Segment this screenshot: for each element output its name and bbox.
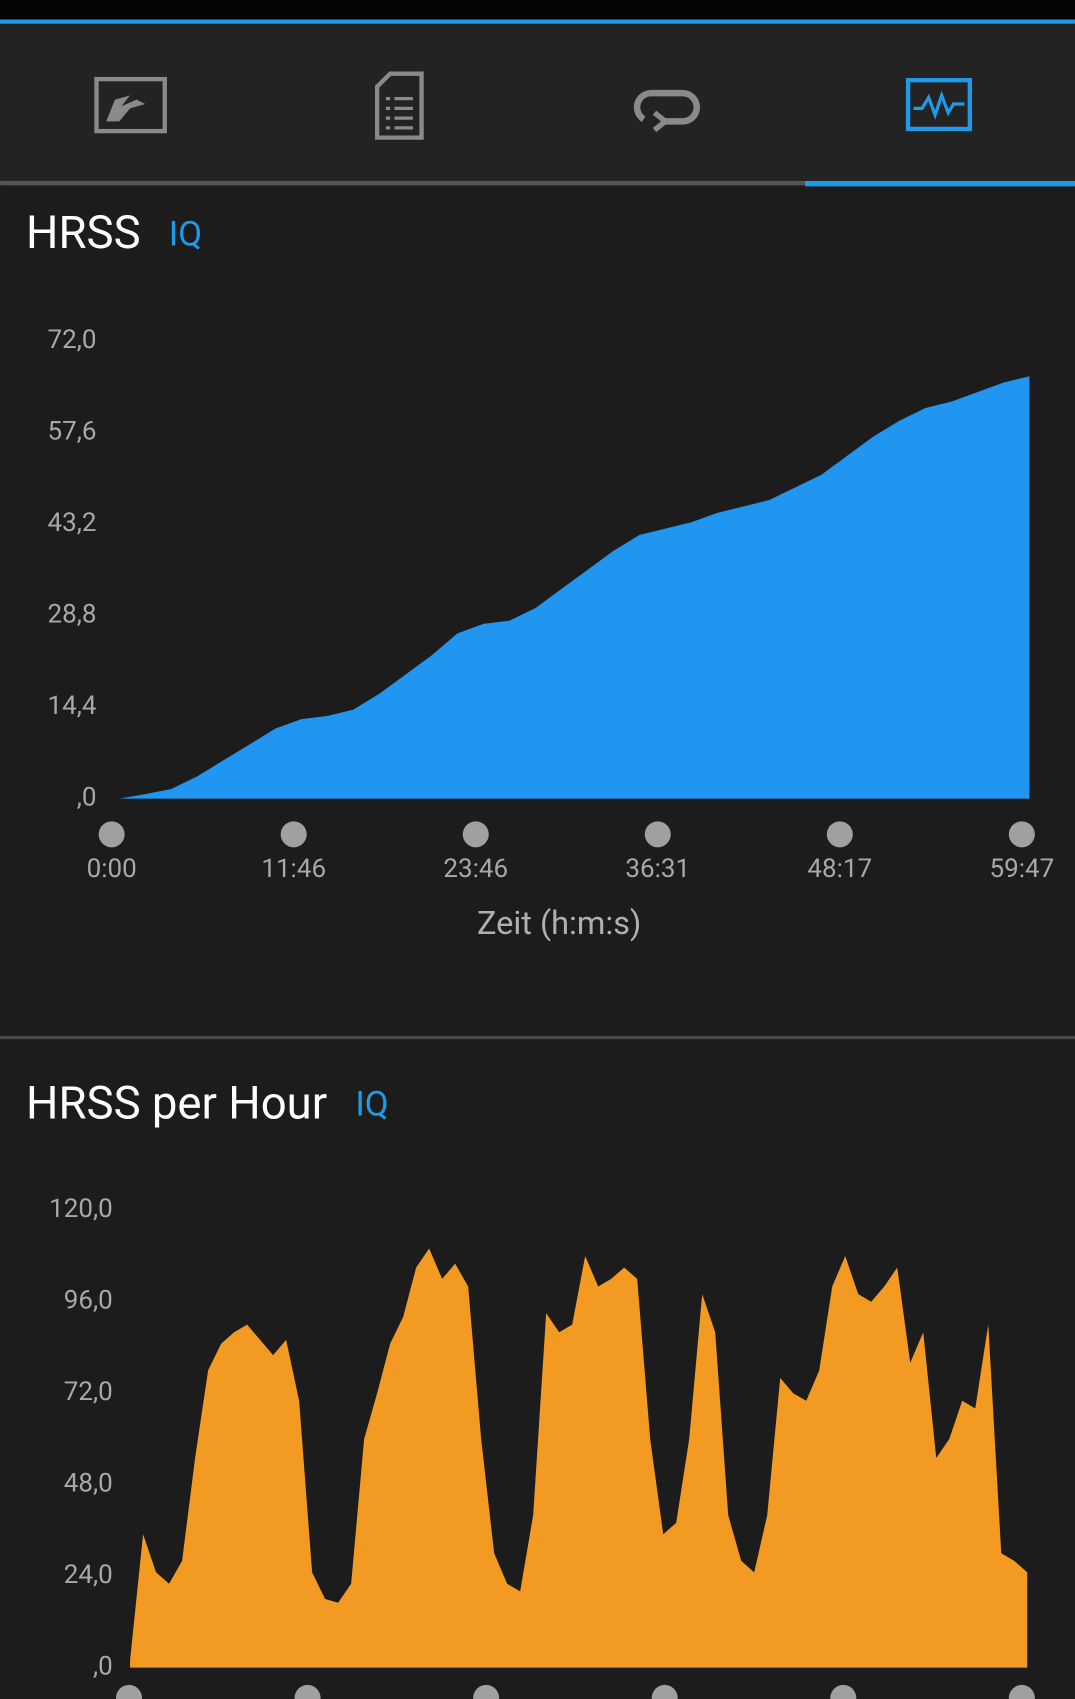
status-bar [0, 0, 1075, 20]
y-tick-label: 14,4 [48, 691, 97, 721]
x-axis-label: Zeit (h:m:s) [477, 904, 641, 942]
x-tick-dot [462, 821, 489, 848]
tab-laps[interactable] [633, 89, 700, 133]
y-tick-label: 24,0 [64, 1560, 113, 1590]
y-tick-label: 96,0 [64, 1286, 113, 1316]
x-tick-dot [116, 1684, 143, 1699]
y-tick-label: 72,0 [64, 1377, 113, 1407]
tab-bar [0, 23, 1075, 183]
chart-title: HRSS per Hour [26, 1077, 327, 1130]
x-tick-dot [651, 1684, 678, 1699]
y-tick-label: 120,0 [49, 1194, 113, 1224]
area [130, 1248, 1028, 1668]
y-tick-label: ,0 [77, 782, 97, 812]
x-tick-dot [98, 821, 125, 848]
y-tick-label: 28,8 [48, 600, 97, 630]
area [119, 376, 1030, 799]
top-accent [0, 19, 1075, 24]
iq-badge: IQ [355, 1084, 388, 1124]
x-tick-label: 36:31 [625, 854, 690, 884]
y-tick-label: 48,0 [64, 1469, 113, 1499]
x-tick-dot [1008, 1684, 1035, 1699]
y-tick-label: ,0 [93, 1651, 113, 1681]
section-divider [0, 1035, 1075, 1040]
x-tick-label: 11:46 [261, 854, 326, 884]
x-tick-dot [294, 1684, 321, 1699]
y-tick-label: 57,6 [48, 417, 97, 447]
y-tick-label: 43,2 [48, 508, 97, 538]
x-tick-label: 59:47 [989, 854, 1054, 884]
x-tick-label: 23:46 [443, 854, 508, 884]
tab-map[interactable] [94, 76, 167, 134]
x-tick-dot [1008, 821, 1035, 848]
tab-indicator [805, 180, 1075, 187]
chart-title: HRSS [26, 207, 141, 260]
x-tick-dot [826, 821, 853, 848]
tab-details[interactable] [374, 71, 424, 140]
iq-badge: IQ [169, 214, 202, 254]
tab-underline [0, 180, 1075, 186]
tab-charts[interactable] [905, 78, 973, 132]
y-tick-label: 72,0 [48, 325, 97, 355]
x-tick-dot [280, 821, 307, 848]
x-tick-dot [830, 1684, 857, 1699]
x-tick-label: 0:00 [87, 854, 137, 884]
x-tick-dot [473, 1684, 500, 1699]
x-tick-dot [644, 821, 671, 848]
x-tick-label: 48:17 [807, 854, 872, 884]
